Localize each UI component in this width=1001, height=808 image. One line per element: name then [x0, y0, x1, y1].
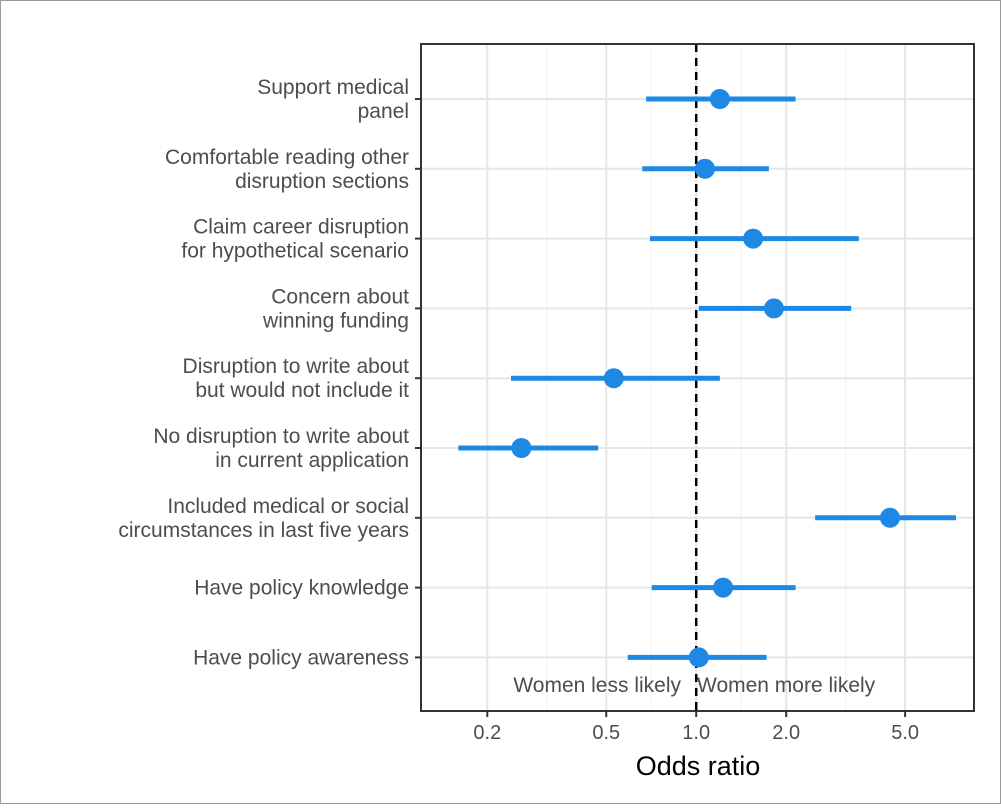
category-label: Comfortable reading other disruption sect… [165, 146, 409, 193]
category-label-line: for hypothetical scenario [181, 240, 409, 263]
category-label: Included medical or social circumstances … [118, 495, 409, 542]
category-label-line: Support medical [257, 76, 409, 99]
category-label-line: Comfortable reading other [165, 146, 409, 169]
x-tick-label: 2.0 [772, 722, 800, 744]
category-label: Concern about winning funding [262, 285, 409, 332]
category-label-line: Concern about [271, 285, 409, 308]
annotation-women-more-likely: Women more likely [697, 674, 876, 697]
odds-ratio-point [694, 158, 715, 179]
odds-ratio-point [603, 368, 624, 389]
odds-ratio-point [688, 647, 709, 668]
category-label-line: Included medical or social [167, 495, 409, 518]
category-label-line: No disruption to write about [153, 425, 409, 448]
odds-ratio-point [879, 507, 900, 528]
x-tick-label: 0.2 [473, 722, 501, 744]
category-label: No disruption to write about in current a… [153, 425, 409, 472]
odds-ratio-point [511, 438, 532, 458]
odds-ratio-point [763, 298, 784, 319]
y-axis: Support medical panel Comfortable reading … [118, 76, 421, 669]
category-label-line: winning funding [262, 309, 409, 332]
odds-ratio-point [713, 577, 734, 598]
x-tick-label: 5.0 [891, 722, 919, 744]
data-marks [458, 89, 957, 668]
odds-ratio-point [743, 228, 764, 249]
x-axis: 0.2 0.5 1.0 2.0 5.0 [473, 711, 919, 744]
category-label-line: in current application [215, 449, 409, 472]
category-label: Claim career disruption for hypothetical … [181, 216, 409, 263]
category-label-line: Disruption to write about [183, 355, 410, 378]
odds-ratio-point [709, 89, 730, 109]
annotation-women-less-likely: Women less likely [513, 674, 681, 697]
category-label-line: but would not include it [195, 379, 409, 402]
category-label-line: Have policy knowledge [194, 577, 409, 600]
category-label: Support medical panel [257, 76, 409, 123]
category-label: Have policy knowledge [194, 577, 409, 600]
x-tick-label: 0.5 [592, 722, 620, 744]
category-label-line: disruption sections [235, 170, 409, 193]
category-label: Have policy awareness [193, 646, 409, 669]
category-label-line: circumstances in last five years [118, 519, 409, 542]
category-label-line: panel [358, 100, 409, 123]
category-label-line: Have policy awareness [193, 646, 409, 669]
x-axis-title: Odds ratio [636, 751, 761, 781]
x-tick-label: 1.0 [682, 722, 710, 744]
category-label: Disruption to write about but would not i… [183, 355, 410, 402]
category-label-line: Claim career disruption [193, 216, 409, 239]
